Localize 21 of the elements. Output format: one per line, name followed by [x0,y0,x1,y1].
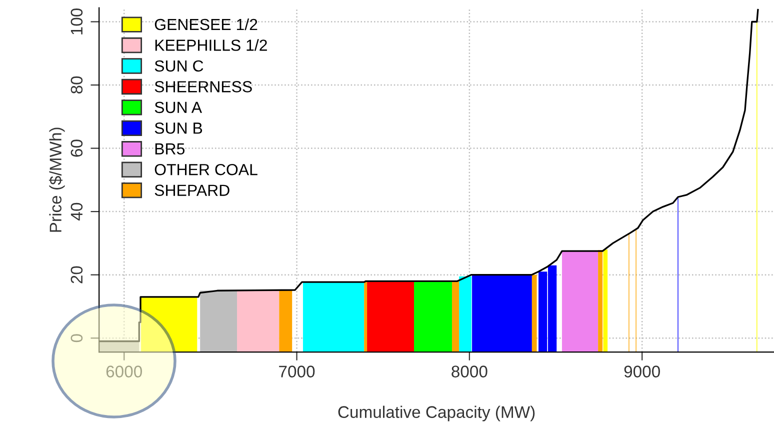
y-tick-label: 60 [70,140,83,157]
y-tick-label: 80 [70,76,83,94]
legend-label: SUN B [154,122,202,134]
y-tick-label: 20 [70,266,83,284]
y-axis-title: Price ($/MWh) [48,128,65,232]
y-tick-label: 40 [70,202,83,220]
legend-label: SHEERNESS [154,81,252,92]
legend-label: SHEPARD [154,184,230,196]
legend-label: OTHER COAL [154,164,258,176]
legend-label: BR5 [155,143,184,155]
legend-label: KEEPHILLS 1/2 [155,39,267,51]
legend-label: SUN A [154,102,202,114]
y-tick-label: 0 [70,334,83,342]
x-axis-title: Cumulative Capacity (MW) [338,406,535,422]
legend-label: SUN C [154,60,204,72]
y-tick-label: 100 [70,8,83,34]
x-tick-label: 6000 [106,366,142,378]
legend-label: GENESEE 1/2 [154,18,258,30]
x-tick-label: 7000 [279,366,315,378]
x-tick-label: 8000 [452,366,488,378]
x-tick-label: 9000 [624,366,660,378]
